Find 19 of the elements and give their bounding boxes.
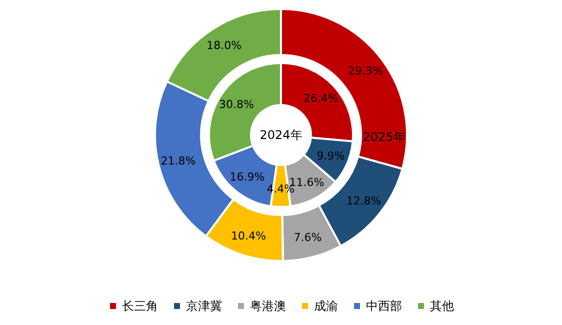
data-label: 4.4% xyxy=(266,182,295,196)
data-label: 30.8% xyxy=(219,98,254,111)
legend-label: 粤港澳 xyxy=(250,299,286,313)
legend-label: 中西部 xyxy=(366,299,402,313)
data-label: 26.4% xyxy=(303,92,338,106)
legend-label: 其他 xyxy=(430,299,454,313)
legend-label: 成渝 xyxy=(314,299,338,313)
data-label: 29.3% xyxy=(348,64,383,78)
data-label: 16.9% xyxy=(230,170,265,184)
slice-label: 2025年 xyxy=(362,130,406,144)
slice-label: 2024年 xyxy=(260,128,302,142)
data-label: 12.8% xyxy=(346,194,382,208)
legend-label: 京津冀 xyxy=(186,299,222,313)
legend-label: 长三角 xyxy=(122,299,158,313)
data-label: 7.6% xyxy=(294,231,322,244)
data-label: 18.0% xyxy=(206,39,242,52)
data-label: 10.4% xyxy=(231,229,266,242)
data-label: 21.8% xyxy=(160,154,196,168)
data-label: 9.9% xyxy=(316,149,345,162)
